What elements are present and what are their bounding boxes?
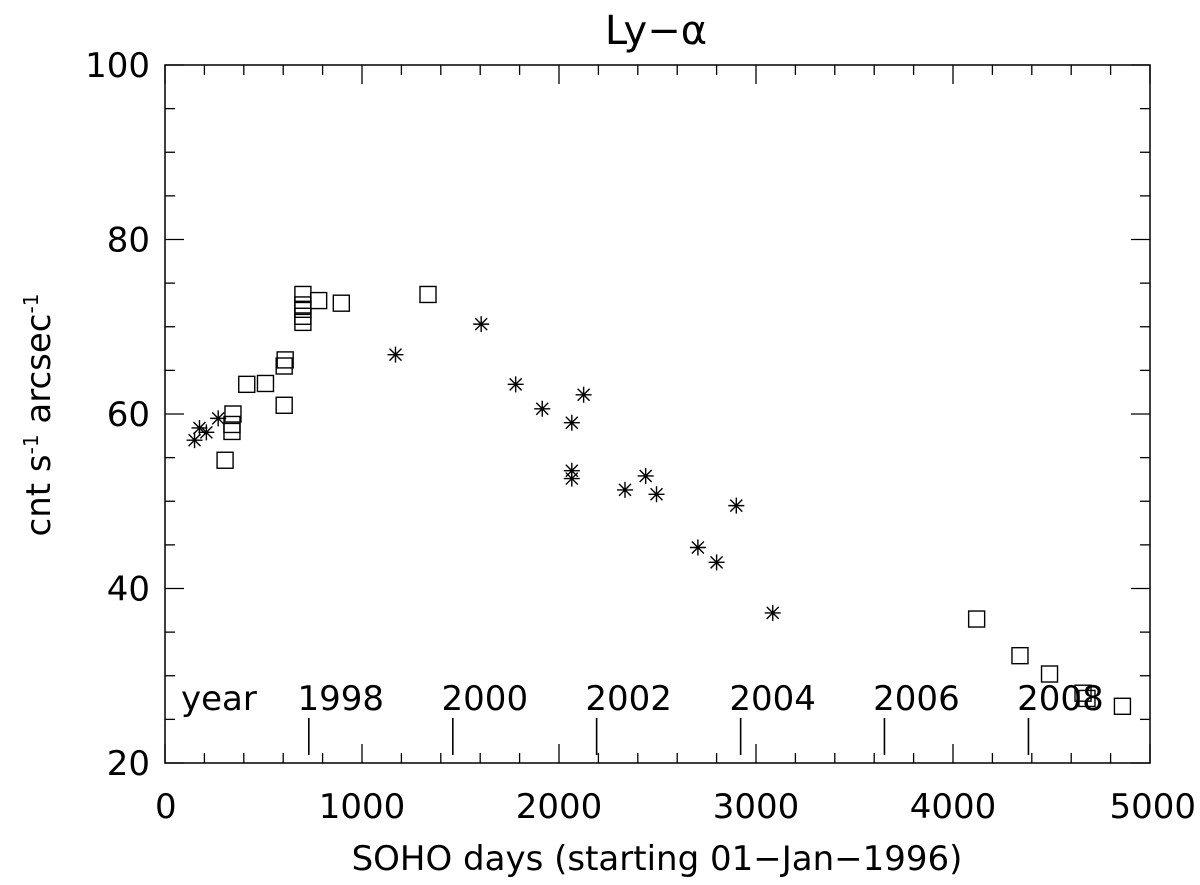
square-point (238, 375, 256, 394)
x-tick-label: 3000 (713, 787, 800, 827)
x-tick-label: 1000 (319, 787, 406, 827)
asterisk-point (616, 481, 633, 498)
square-point (309, 291, 328, 310)
y-label-superscript: -1 (19, 294, 43, 314)
square-point (1011, 646, 1029, 665)
chart-title: Ly−α (605, 8, 707, 54)
asterisk-point (534, 400, 551, 417)
square-point (419, 285, 437, 304)
square-point (275, 357, 293, 375)
asterisk-point (198, 424, 215, 441)
x-tick-label: 2000 (516, 787, 603, 827)
asterisk-point (575, 386, 592, 403)
y-axis-label: cnt s-1 arcsec-1 (19, 294, 59, 537)
asterisk-point (191, 419, 208, 436)
x-tick-label: 0 (155, 787, 177, 827)
asterisk-point (764, 604, 781, 621)
year-label: 2000 (442, 679, 529, 719)
square-point (223, 422, 241, 441)
asterisk-point (637, 467, 654, 484)
year-label: 1998 (298, 679, 385, 719)
asterisk-point (210, 410, 227, 427)
x-axis: 0 1000 2000 3000 4000 5000 (155, 65, 1196, 827)
asterisk-point (563, 470, 580, 487)
y-tick-label: 60 (107, 395, 150, 435)
year-prefix-label: year (181, 679, 257, 719)
x-tick-label: 4000 (910, 787, 997, 827)
asterisk-point (387, 346, 404, 363)
square-point (224, 405, 242, 423)
x-axis-label: SOHO days (starting 01−Jan−1996) (352, 839, 963, 879)
square-point (276, 351, 294, 369)
asterisk-point (728, 497, 745, 514)
asterisk-point (473, 316, 490, 333)
square-point (1074, 684, 1092, 702)
asterisk-point (507, 376, 524, 393)
plot-frame (164, 64, 1151, 764)
square-point (223, 415, 241, 434)
asterisk-point (648, 486, 665, 503)
square-point (294, 296, 312, 314)
year-label: 2006 (873, 679, 960, 719)
y-label-part: arcsec (19, 313, 59, 434)
square-point (294, 285, 312, 304)
x-tick-label: 5000 (1109, 787, 1196, 827)
y-label-superscript: -1 (19, 434, 43, 454)
square-point (1040, 665, 1059, 683)
asterisk-point (563, 414, 580, 431)
year-annotations: year 1998 2000 2002 2004 2006 2008 (181, 679, 1104, 755)
square-point (294, 307, 312, 325)
data-points (186, 285, 1132, 715)
y-tick-label: 80 (107, 221, 150, 261)
y-tick-label: 20 (107, 744, 150, 784)
year-label: 2004 (729, 679, 816, 719)
y-label-part: cnt s (19, 454, 59, 536)
square-point (1113, 697, 1132, 715)
square-point (332, 294, 351, 312)
square-point (1078, 689, 1096, 708)
square-point (216, 451, 234, 469)
asterisk-point (689, 539, 706, 556)
square-point (256, 374, 275, 393)
y-tick-label: 100 (85, 46, 150, 86)
square-point (275, 396, 293, 414)
square-point (967, 610, 986, 628)
asterisk-point (708, 554, 725, 571)
asterisk-point (186, 432, 203, 449)
year-label: 2002 (585, 679, 672, 719)
y-axis: 20 40 60 80 100 (85, 46, 1150, 784)
y-tick-label: 40 (107, 570, 150, 610)
